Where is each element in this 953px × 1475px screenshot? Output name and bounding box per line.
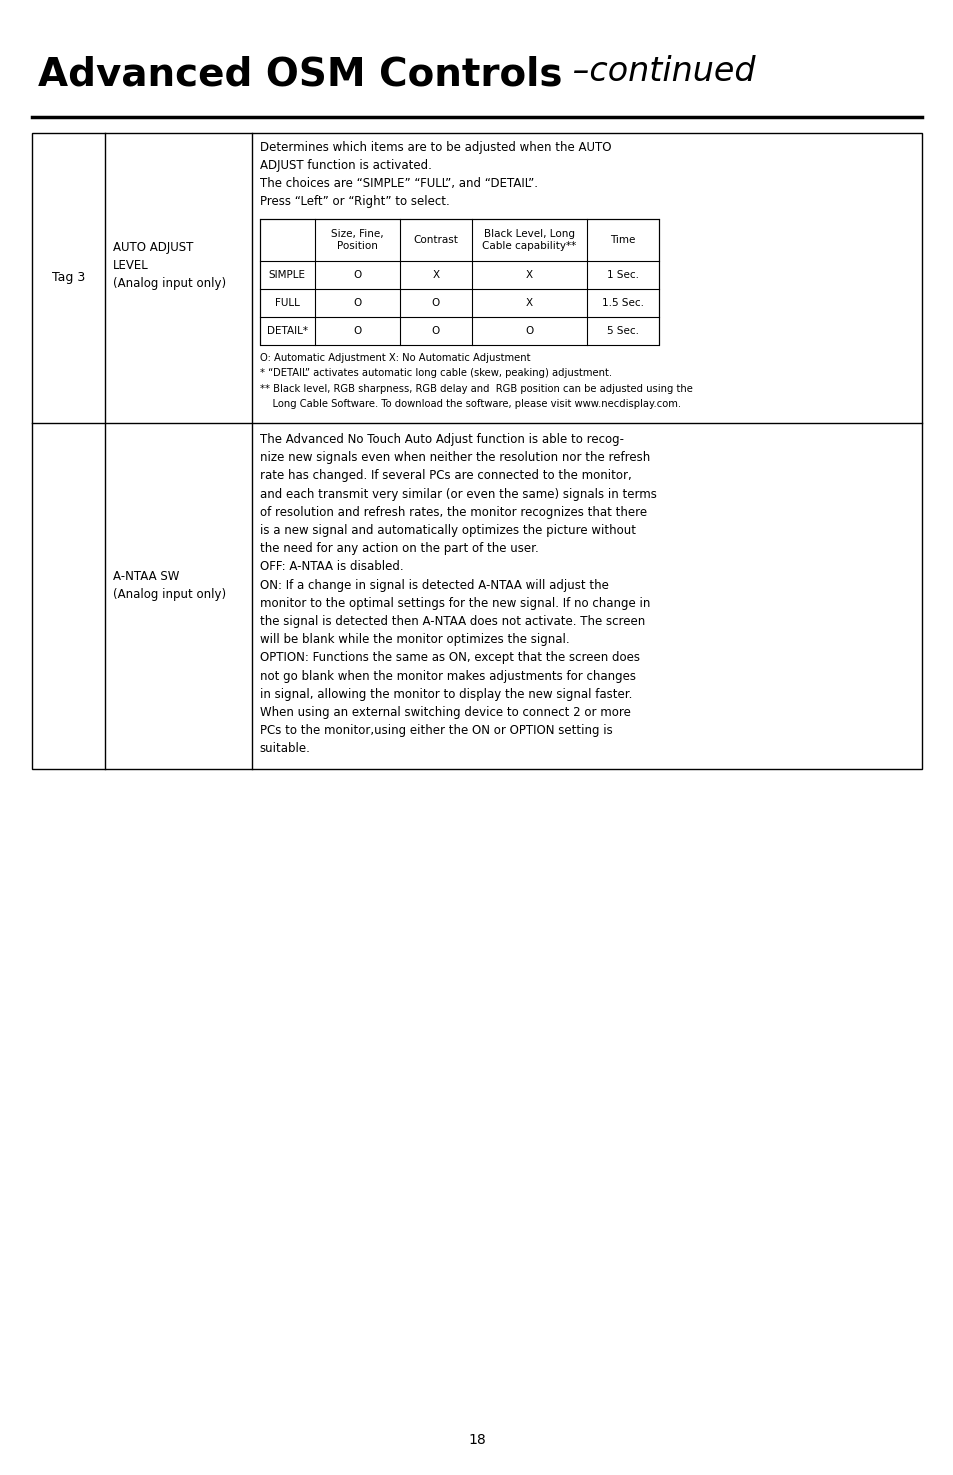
Text: The choices are “SIMPLE” “FULL”, and “DETAIL”.: The choices are “SIMPLE” “FULL”, and “DE… [259, 177, 537, 190]
Text: O: O [353, 326, 361, 336]
Text: A-NTAA SW
(Analog input only): A-NTAA SW (Analog input only) [112, 571, 226, 602]
Text: X: X [525, 270, 533, 280]
Text: O: O [353, 270, 361, 280]
Text: 5 Sec.: 5 Sec. [606, 326, 639, 336]
Text: in signal, allowing the monitor to display the new signal faster.: in signal, allowing the monitor to displ… [259, 687, 632, 701]
Text: O: O [432, 326, 439, 336]
Text: nize new signals even when neither the resolution nor the refresh: nize new signals even when neither the r… [259, 451, 649, 465]
Text: The Advanced No Touch Auto Adjust function is able to recog-: The Advanced No Touch Auto Adjust functi… [259, 434, 623, 445]
Text: 1 Sec.: 1 Sec. [606, 270, 639, 280]
Text: Black Level, Long
Cable capability**: Black Level, Long Cable capability** [481, 229, 576, 251]
Text: –continued: –continued [561, 55, 755, 88]
Text: Determines which items are to be adjusted when the AUTO: Determines which items are to be adjuste… [259, 142, 611, 153]
Text: Time: Time [610, 235, 635, 245]
Text: O: O [353, 298, 361, 308]
Text: Press “Left” or “Right” to select.: Press “Left” or “Right” to select. [259, 195, 449, 208]
Text: Long Cable Software. To download the software, please visit www.necdisplay.com.: Long Cable Software. To download the sof… [259, 400, 680, 410]
Text: not go blank when the monitor makes adjustments for changes: not go blank when the monitor makes adju… [259, 670, 635, 683]
Text: Size, Fine,
Position: Size, Fine, Position [331, 229, 383, 251]
Text: 1.5 Sec.: 1.5 Sec. [601, 298, 643, 308]
Text: ADJUST function is activated.: ADJUST function is activated. [259, 159, 432, 173]
Text: OPTION: Functions the same as ON, except that the screen does: OPTION: Functions the same as ON, except… [259, 652, 639, 664]
Text: X: X [525, 298, 533, 308]
Text: OFF: A-NTAA is disabled.: OFF: A-NTAA is disabled. [259, 560, 403, 574]
Text: O: Automatic Adjustment X: No Automatic Adjustment: O: Automatic Adjustment X: No Automatic … [259, 353, 530, 363]
Text: DETAIL*: DETAIL* [267, 326, 308, 336]
Text: PCs to the monitor,using either the ON or OPTION setting is: PCs to the monitor,using either the ON o… [259, 724, 612, 738]
Bar [259, 218, 659, 345]
Text: FULL: FULL [274, 298, 299, 308]
Text: 18: 18 [468, 1434, 485, 1447]
Text: the need for any action on the part of the user.: the need for any action on the part of t… [259, 543, 538, 555]
Text: O: O [432, 298, 439, 308]
Text: rate has changed. If several PCs are connected to the monitor,: rate has changed. If several PCs are con… [259, 469, 631, 482]
Text: Advanced OSM Controls: Advanced OSM Controls [38, 55, 562, 93]
Text: monitor to the optimal settings for the new signal. If no change in: monitor to the optimal settings for the … [259, 597, 650, 609]
Text: will be blank while the monitor optimizes the signal.: will be blank while the monitor optimize… [259, 633, 569, 646]
Text: ON: If a change in signal is detected A-NTAA will adjust the: ON: If a change in signal is detected A-… [259, 578, 608, 591]
Text: suitable.: suitable. [259, 742, 311, 755]
Text: is a new signal and automatically optimizes the picture without: is a new signal and automatically optimi… [259, 524, 635, 537]
Bar [32, 133, 921, 768]
Text: When using an external switching device to connect 2 or more: When using an external switching device … [259, 707, 630, 718]
Text: SIMPLE: SIMPLE [269, 270, 306, 280]
Text: of resolution and refresh rates, the monitor recognizes that there: of resolution and refresh rates, the mon… [259, 506, 646, 519]
Text: O: O [525, 326, 533, 336]
Text: the signal is detected then A-NTAA does not activate. The screen: the signal is detected then A-NTAA does … [259, 615, 644, 628]
Text: Tag 3: Tag 3 [51, 271, 85, 285]
Text: and each transmit very similar (or even the same) signals in terms: and each transmit very similar (or even … [259, 488, 656, 500]
Text: ** Black level, RGB sharpness, RGB delay and  RGB position can be adjusted using: ** Black level, RGB sharpness, RGB delay… [259, 384, 692, 394]
Text: X: X [432, 270, 439, 280]
Text: Contrast: Contrast [413, 235, 457, 245]
Text: * “DETAIL” activates automatic long cable (skew, peaking) adjustment.: * “DETAIL” activates automatic long cabl… [259, 369, 611, 379]
Text: AUTO ADJUST
LEVEL
(Analog input only): AUTO ADJUST LEVEL (Analog input only) [112, 242, 226, 291]
